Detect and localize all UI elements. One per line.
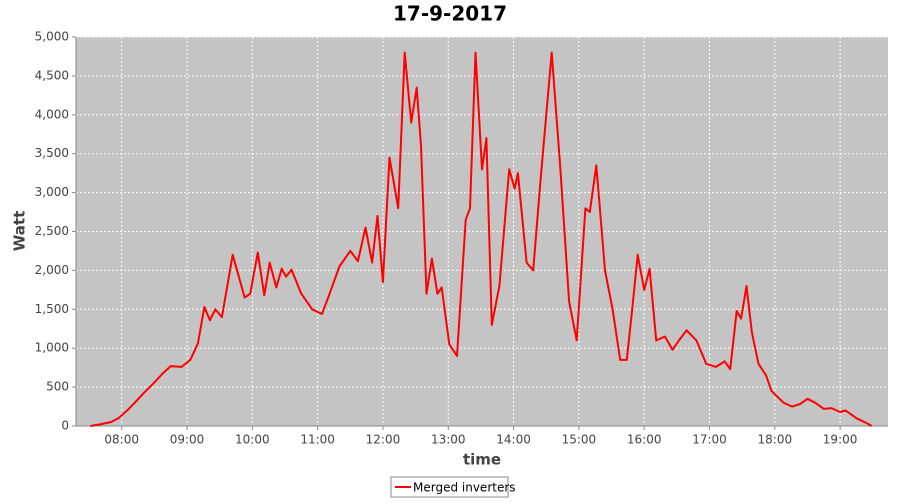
x-tick-label: 18:00 — [758, 433, 793, 447]
y-tick-label: 0 — [61, 419, 69, 433]
y-tick-label: 1,000 — [35, 341, 69, 355]
legend-label: Merged inverters — [413, 481, 516, 495]
x-tick-label: 14:00 — [496, 433, 531, 447]
x-tick-label: 09:00 — [170, 433, 205, 447]
y-tick-label: 500 — [46, 380, 69, 394]
y-tick-label: 3,000 — [35, 185, 69, 199]
x-tick-label: 12:00 — [366, 433, 401, 447]
y-tick-label: 3,500 — [35, 146, 69, 160]
x-tick-label: 08:00 — [104, 433, 139, 447]
y-tick-label: 2,000 — [35, 263, 69, 277]
x-tick-label: 13:00 — [431, 433, 466, 447]
x-tick-label: 19:00 — [823, 433, 858, 447]
x-axis-label: time — [463, 451, 501, 469]
legend: Merged inverters — [390, 476, 516, 498]
y-tick-label: 4,000 — [35, 107, 69, 121]
x-tick-label: 17:00 — [692, 433, 727, 447]
x-tick-label: 11:00 — [300, 433, 335, 447]
y-tick-label: 4,500 — [35, 68, 69, 82]
chart-title: 17-9-2017 — [393, 2, 507, 26]
x-tick-label: 15:00 — [562, 433, 597, 447]
series-line — [90, 51, 873, 427]
legend-box — [390, 476, 509, 498]
x-tick-label: 16:00 — [627, 433, 662, 447]
y-tick-label: 1,500 — [35, 302, 69, 316]
x-tick-label: 10:00 — [235, 433, 270, 447]
y-tick-label: 2,500 — [35, 224, 69, 238]
y-axis-label: Watt — [11, 211, 29, 251]
y-tick-label: 5,000 — [35, 30, 69, 44]
